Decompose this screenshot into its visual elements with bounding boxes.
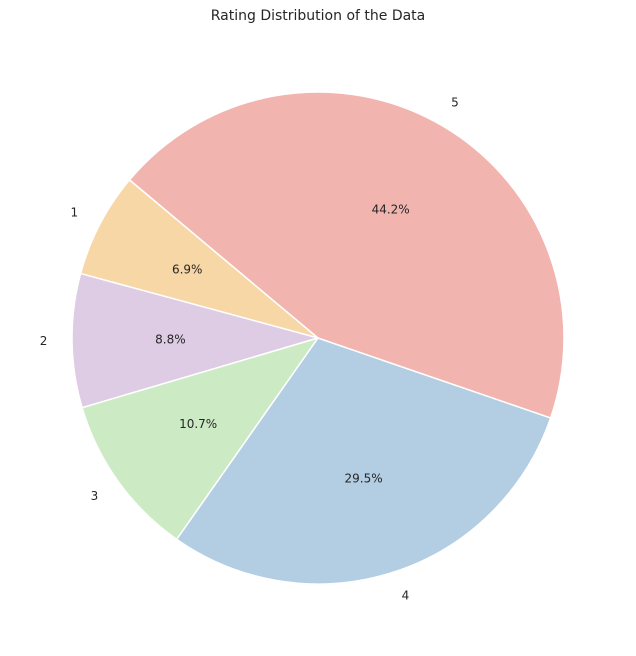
pie-value-label-1: 6.9% <box>172 263 203 277</box>
pie-slice-1 <box>79 178 319 339</box>
pie-value-label-2: 8.8% <box>155 333 186 347</box>
chart-title: Rating Distribution of the Data <box>210 8 426 24</box>
pie-slice-2 <box>71 272 321 409</box>
pie-value-label-3: 10.7% <box>179 417 217 431</box>
pie-category-label-2: 2 <box>40 334 48 348</box>
pie-category-label-3: 3 <box>91 489 99 503</box>
pie-slices <box>71 91 565 585</box>
pie-value-label-5: 44.2% <box>372 203 410 217</box>
pie-slice-5 <box>128 91 565 419</box>
pie-category-label-1: 1 <box>71 206 79 220</box>
pie-slice-4 <box>175 337 552 585</box>
pie-category-label-4: 4 <box>402 588 410 602</box>
pie-labels: 6.9% 1 8.8% 2 10.7% 3 29.5% 4 44.2% 5 <box>40 95 459 602</box>
pie-slice-3 <box>81 336 320 541</box>
pie-value-label-4: 29.5% <box>345 471 383 485</box>
pie-category-label-5: 5 <box>451 95 459 109</box>
